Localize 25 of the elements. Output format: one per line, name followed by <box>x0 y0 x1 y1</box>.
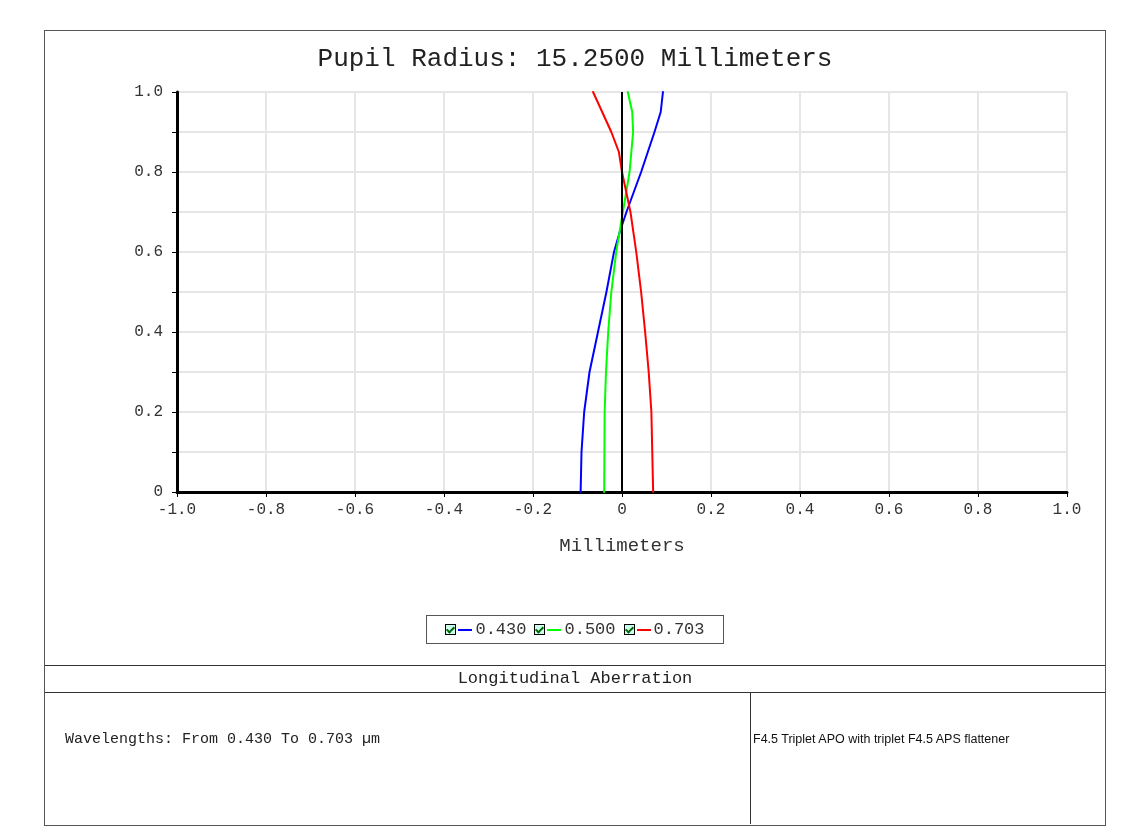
x-tick-label: -1.0 <box>157 501 197 519</box>
y-tick-label: 0.6 <box>134 243 163 261</box>
y-tick-label: 0 <box>153 483 163 501</box>
y-tick-label: 0.2 <box>134 403 163 421</box>
y-tick-label: 0.8 <box>134 163 163 181</box>
text: F4.5 Triplet APO with triplet F4.5 APS flattener <box>753 732 1010 746</box>
legend-label: 0.430 <box>475 620 527 639</box>
chart-title: Pupil Radius: 15.2500 Millimeters <box>317 44 833 74</box>
y-tick-label: 1.0 <box>134 83 163 101</box>
text: Wavelengths: From 0.430 To 0.703 µm <box>65 731 381 748</box>
legend-label: 0.703 <box>653 620 705 639</box>
x-tick-label: -0.2 <box>513 501 553 519</box>
text: Longitudinal Aberration <box>45 665 1105 693</box>
x-tick-label: 0.2 <box>696 501 726 519</box>
x-tick-label: -0.4 <box>424 501 464 519</box>
x-tick-label: 0.4 <box>785 501 815 519</box>
x-tick-label: -0.8 <box>246 501 286 519</box>
x-tick-label: 1.0 <box>1052 501 1082 519</box>
y-tick-label: 0.4 <box>134 323 163 341</box>
x-tick-label: -0.6 <box>335 501 375 519</box>
x-axis-title: Millimeters <box>559 534 685 557</box>
x-tick-label: 0 <box>617 501 627 519</box>
x-tick-label: 0.8 <box>963 501 993 519</box>
x-tick-label: 0.6 <box>874 501 904 519</box>
legend-label: 0.500 <box>564 620 616 639</box>
